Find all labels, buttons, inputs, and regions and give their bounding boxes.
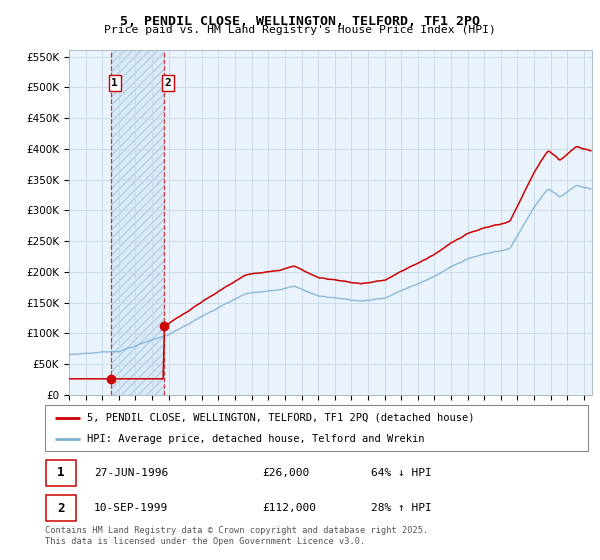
Text: 27-JUN-1996: 27-JUN-1996 [94,468,168,478]
Text: 1: 1 [57,466,64,479]
Text: £26,000: £26,000 [262,468,310,478]
Text: £112,000: £112,000 [262,503,316,513]
Text: 28% ↑ HPI: 28% ↑ HPI [371,503,431,513]
Text: 5, PENDIL CLOSE, WELLINGTON, TELFORD, TF1 2PQ (detached house): 5, PENDIL CLOSE, WELLINGTON, TELFORD, TF… [88,413,475,423]
Text: Price paid vs. HM Land Registry's House Price Index (HPI): Price paid vs. HM Land Registry's House … [104,25,496,35]
Text: 5, PENDIL CLOSE, WELLINGTON, TELFORD, TF1 2PQ: 5, PENDIL CLOSE, WELLINGTON, TELFORD, TF… [120,15,480,27]
Text: Contains HM Land Registry data © Crown copyright and database right 2025.
This d: Contains HM Land Registry data © Crown c… [45,526,428,546]
Text: 10-SEP-1999: 10-SEP-1999 [94,503,168,513]
Text: HPI: Average price, detached house, Telford and Wrekin: HPI: Average price, detached house, Telf… [88,435,425,444]
Text: 2: 2 [164,78,171,88]
Text: 1: 1 [112,78,118,88]
Text: 2: 2 [57,502,64,515]
Bar [110,50,164,395]
Bar [110,50,164,395]
Bar [46,495,76,521]
Text: 64% ↓ HPI: 64% ↓ HPI [371,468,431,478]
Bar [46,460,76,486]
